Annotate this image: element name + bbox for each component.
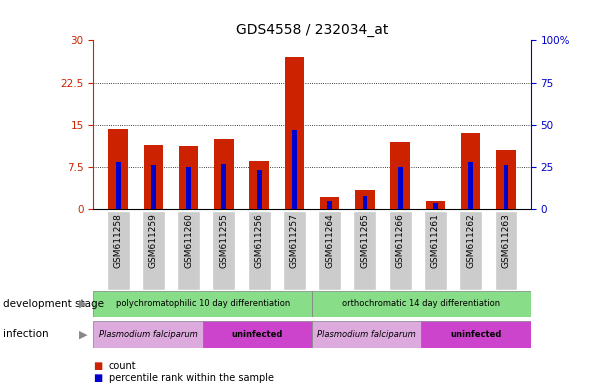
FancyBboxPatch shape <box>494 211 517 290</box>
Text: count: count <box>109 361 136 371</box>
Bar <box>151 166 156 209</box>
Text: GSM611258: GSM611258 <box>113 214 122 268</box>
Text: percentile rank within the sample: percentile rank within the sample <box>109 373 274 383</box>
Bar <box>179 146 198 209</box>
Bar <box>292 130 297 209</box>
FancyBboxPatch shape <box>459 211 482 290</box>
Text: GSM611260: GSM611260 <box>184 214 193 268</box>
Bar <box>214 139 233 209</box>
FancyBboxPatch shape <box>389 211 412 290</box>
Text: polychromatophilic 10 day differentiation: polychromatophilic 10 day differentiatio… <box>116 299 290 308</box>
Bar <box>426 201 445 209</box>
Bar <box>320 197 339 209</box>
Bar <box>109 129 128 209</box>
Bar <box>504 166 508 209</box>
Text: GSM611265: GSM611265 <box>361 214 370 268</box>
FancyBboxPatch shape <box>203 321 312 348</box>
Bar <box>355 190 374 209</box>
Bar <box>362 196 367 209</box>
Text: Plasmodium falciparum: Plasmodium falciparum <box>99 330 198 339</box>
Bar <box>496 150 516 209</box>
FancyBboxPatch shape <box>283 211 306 290</box>
Text: GSM611262: GSM611262 <box>466 214 475 268</box>
Text: GSM611263: GSM611263 <box>502 214 511 268</box>
Text: GSM611259: GSM611259 <box>149 214 158 268</box>
Text: development stage: development stage <box>3 299 104 309</box>
Text: orthochromatic 14 day differentiation: orthochromatic 14 day differentiation <box>343 299 500 308</box>
FancyBboxPatch shape <box>353 211 376 290</box>
Text: infection: infection <box>3 329 49 339</box>
FancyBboxPatch shape <box>107 211 130 290</box>
Bar <box>391 142 410 209</box>
FancyBboxPatch shape <box>93 291 312 317</box>
Text: ■: ■ <box>93 373 103 383</box>
Text: uninfected: uninfected <box>450 330 502 339</box>
Bar <box>186 167 191 209</box>
FancyBboxPatch shape <box>318 211 341 290</box>
Text: GSM611266: GSM611266 <box>396 214 405 268</box>
Title: GDS4558 / 232034_at: GDS4558 / 232034_at <box>236 23 388 36</box>
Text: ▶: ▶ <box>79 329 87 339</box>
Bar <box>250 161 269 209</box>
Bar <box>327 201 332 209</box>
Text: ▶: ▶ <box>79 299 87 309</box>
Text: Plasmodium falciparum: Plasmodium falciparum <box>317 330 416 339</box>
Bar <box>257 170 262 209</box>
Bar <box>116 162 121 209</box>
Text: GSM611256: GSM611256 <box>254 214 264 268</box>
FancyBboxPatch shape <box>248 211 271 290</box>
FancyBboxPatch shape <box>312 321 421 348</box>
FancyBboxPatch shape <box>93 321 203 348</box>
Text: GSM611257: GSM611257 <box>290 214 299 268</box>
Bar <box>221 164 226 209</box>
FancyBboxPatch shape <box>142 211 165 290</box>
Bar <box>398 167 403 209</box>
Text: GSM611255: GSM611255 <box>219 214 229 268</box>
FancyBboxPatch shape <box>312 291 531 317</box>
FancyBboxPatch shape <box>177 211 200 290</box>
FancyBboxPatch shape <box>212 211 235 290</box>
Text: GSM611261: GSM611261 <box>431 214 440 268</box>
Bar <box>144 144 163 209</box>
Text: uninfected: uninfected <box>232 330 283 339</box>
Bar <box>285 57 304 209</box>
FancyBboxPatch shape <box>421 321 531 348</box>
Bar <box>469 162 473 209</box>
Bar <box>433 202 438 209</box>
FancyBboxPatch shape <box>424 211 447 290</box>
Text: ■: ■ <box>93 361 103 371</box>
Text: GSM611264: GSM611264 <box>325 214 334 268</box>
Bar <box>461 133 481 209</box>
